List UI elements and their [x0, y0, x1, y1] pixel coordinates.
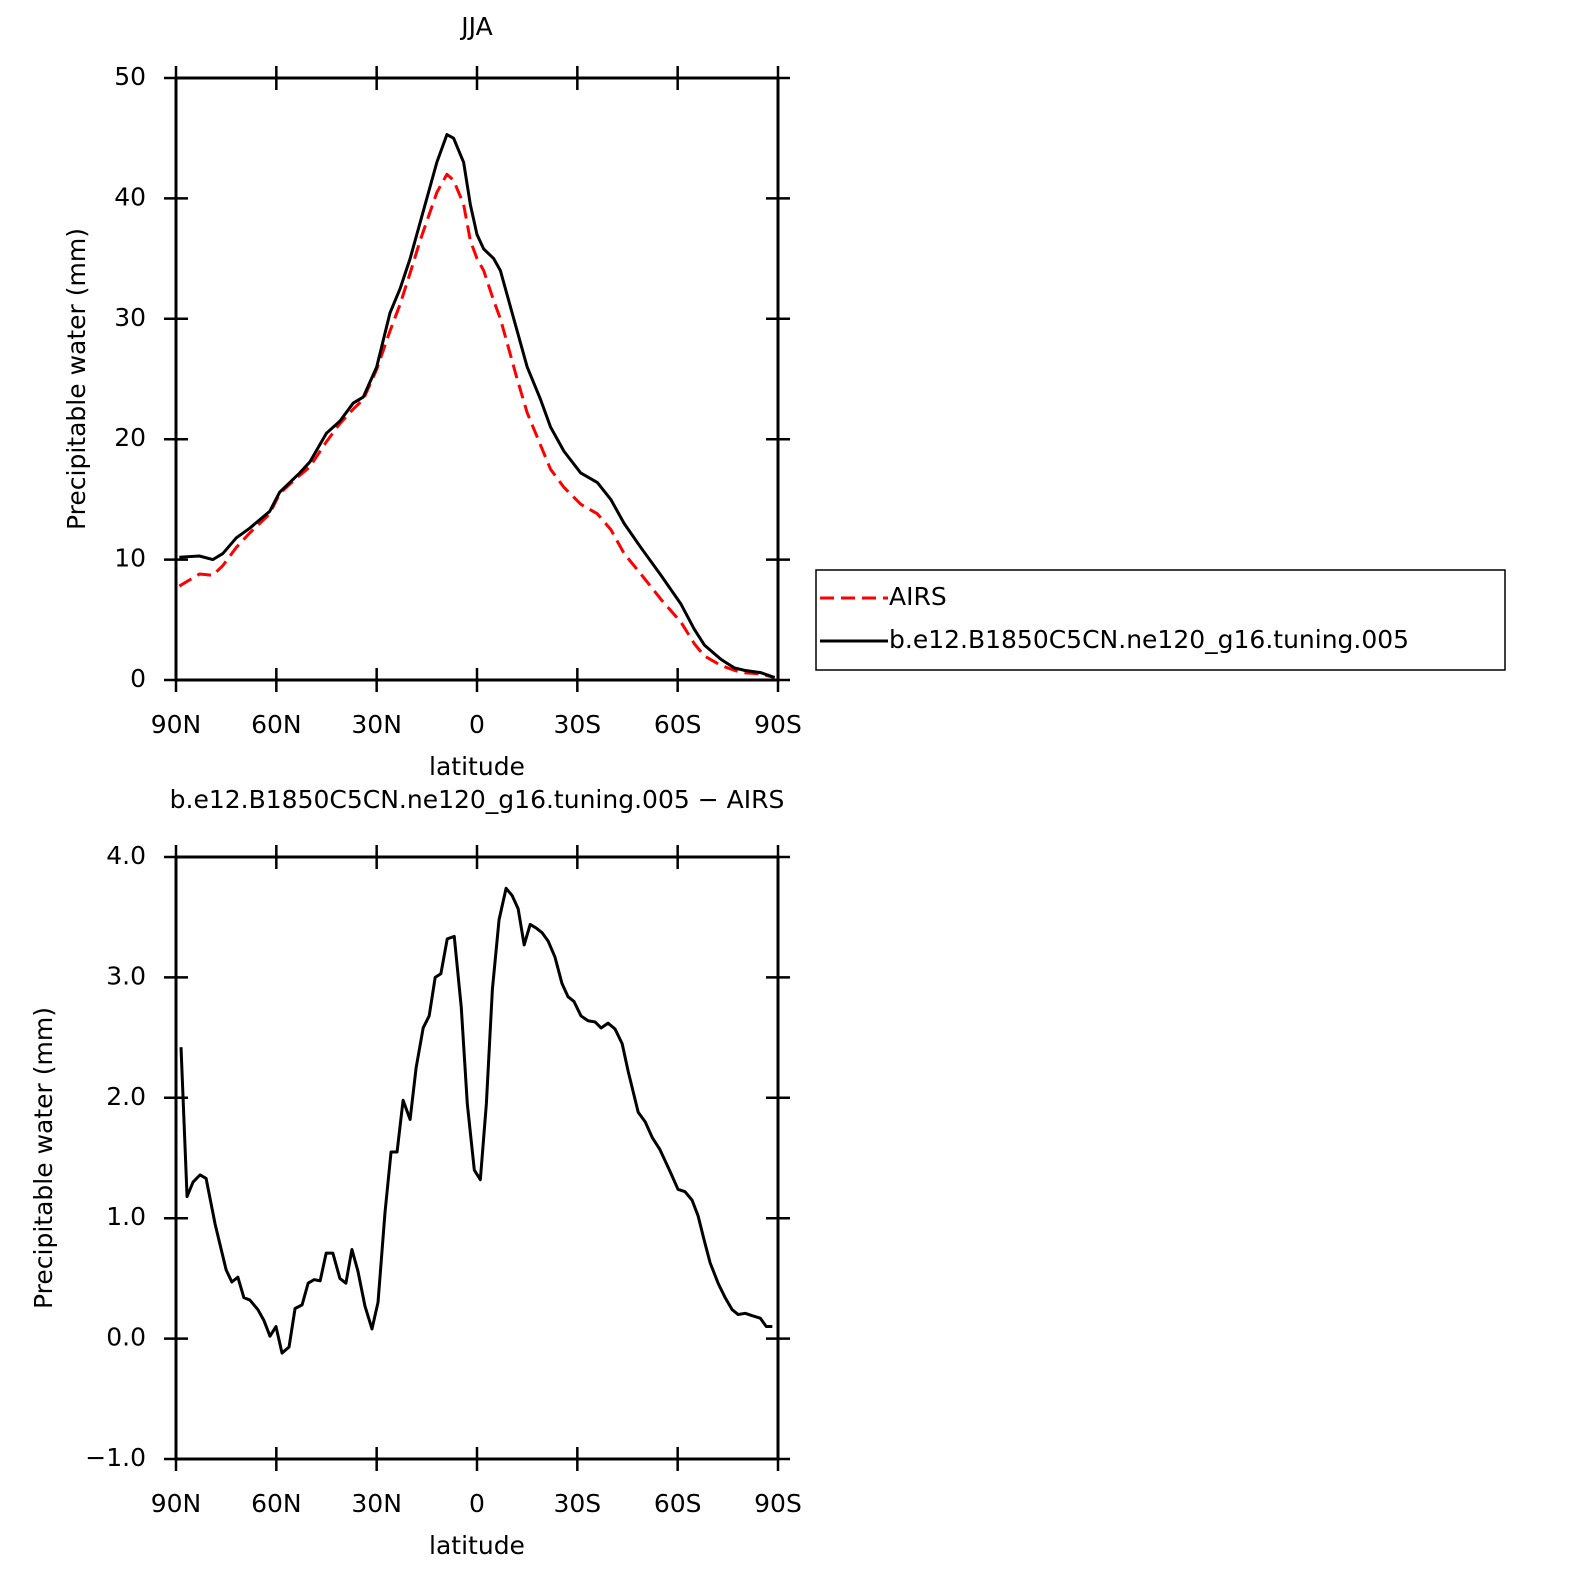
y-tick-label: 0.0: [106, 1323, 146, 1352]
y-tick-label: 4.0: [106, 841, 146, 870]
plot-frame: [174, 855, 780, 1461]
x-tick-label: 0: [469, 710, 485, 739]
chart-title: b.e12.B1850C5CN.ne120_g16.tuning.005 − A…: [170, 785, 785, 814]
x-tick-label: 60N: [251, 1489, 302, 1518]
y-tick-label: 1.0: [106, 1202, 146, 1231]
data-line: [179, 886, 773, 1355]
legend-box: [815, 569, 1506, 671]
x-tick-label: 30S: [553, 710, 601, 739]
y-tick-label: 30: [114, 303, 146, 332]
y-tick-label: 40: [114, 182, 146, 211]
x-tick-label: 90S: [754, 1489, 802, 1518]
x-tick-label: 60S: [654, 710, 702, 739]
y-tick-label: 0: [130, 664, 146, 693]
x-axis-label: latitude: [429, 752, 525, 781]
y-axis-label: Precipitable water (mm): [62, 228, 91, 530]
legend-label: b.e12.B1850C5CN.ne120_g16.tuning.005: [889, 625, 1409, 654]
y-tick-label: 3.0: [106, 961, 146, 990]
x-tick-label: 30N: [351, 1489, 402, 1518]
x-axis-label: latitude: [429, 1531, 525, 1560]
x-tick-label: 90S: [754, 710, 802, 739]
legend-label: AIRS: [889, 582, 947, 611]
plot-frame: [174, 76, 780, 682]
x-tick-label: 60S: [654, 1489, 702, 1518]
y-tick-label: −1.0: [85, 1443, 146, 1472]
chart-title: JJA: [459, 12, 492, 41]
y-tick-label: 20: [114, 423, 146, 452]
x-tick-label: 60N: [251, 710, 302, 739]
x-tick-label: 90N: [151, 1489, 202, 1518]
data-line: [179, 133, 776, 680]
x-tick-label: 90N: [151, 710, 202, 739]
x-tick-label: 30S: [553, 1489, 601, 1518]
y-tick-label: 50: [114, 62, 146, 91]
y-tick-label: 10: [114, 544, 146, 573]
y-axis-label: Precipitable water (mm): [29, 1007, 58, 1309]
y-tick-label: 2.0: [106, 1082, 146, 1111]
data-line: [178, 172, 776, 680]
x-tick-label: 0: [469, 1489, 485, 1518]
x-tick-label: 30N: [351, 710, 402, 739]
